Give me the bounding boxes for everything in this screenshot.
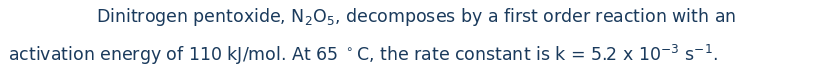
Text: Dinitrogen pentoxide, N$_2$O$_5$, decomposes by a first order reaction with an: Dinitrogen pentoxide, N$_2$O$_5$, decomp…: [96, 6, 736, 28]
Text: activation energy of 110 kJ/mol. At 65 $^\circ$C, the rate constant is k = 5.2 x: activation energy of 110 kJ/mol. At 65 $…: [8, 43, 718, 67]
